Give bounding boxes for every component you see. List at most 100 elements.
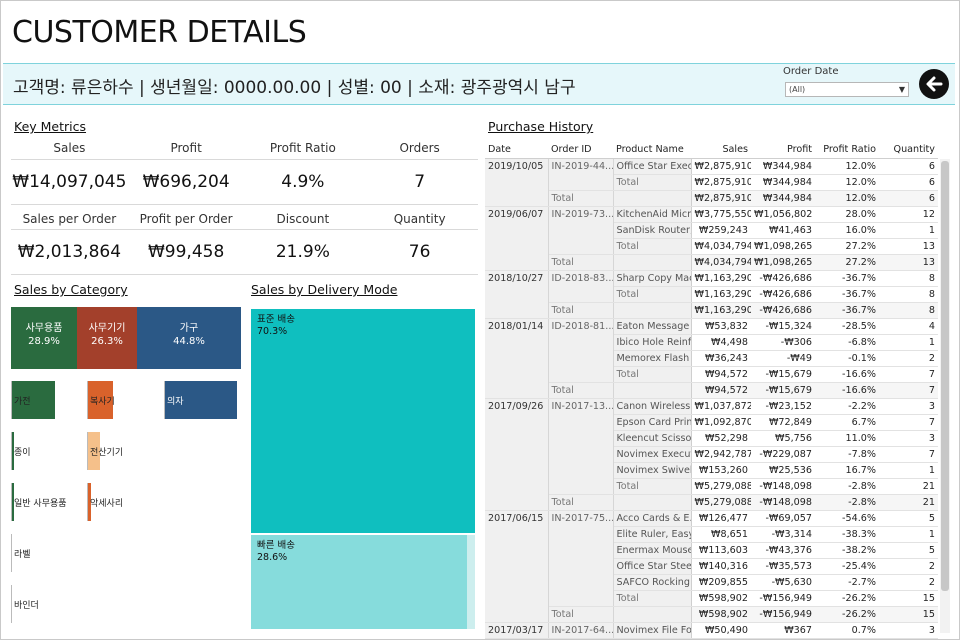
value-cell: ₩153,260	[690, 462, 751, 479]
order-date-cell: 2017/06/15	[485, 510, 549, 623]
subcategory-label: 악세사리	[90, 499, 124, 509]
table-row[interactable]: Ibico Hole Reinf...₩4,498-₩306-6.8%1	[485, 334, 938, 351]
value-cell: ₩2,875,910	[690, 158, 751, 175]
order-total-row[interactable]: Total ₩4,034,794 ₩1,098,265 27.2% 13	[485, 254, 938, 271]
delivery-pct: 28.6%	[257, 552, 288, 563]
category-box[interactable]: 사무용품 28.9%	[11, 307, 77, 369]
purchase-history-table: Date Order ID Product Name Sales Profit Profi…	[485, 142, 939, 639]
back-button[interactable]	[919, 69, 949, 99]
delivery-standard-box[interactable]: 표준 배송 70.3%	[251, 309, 475, 533]
product-name-cell: SAFCO Rocking ...	[613, 574, 691, 591]
category-box[interactable]: 가구 44.8%	[137, 307, 241, 369]
value-cell: -₩426,686	[751, 286, 815, 303]
subcategory-bar[interactable]	[87, 381, 113, 419]
value-cell: ₩1,163,290	[690, 270, 751, 287]
order-id-cell: IN-2017-13...	[548, 398, 614, 495]
metrics-row1-values: ₩14,097,045 ₩696,204 4.9% 7	[11, 159, 478, 205]
value-cell: 7	[879, 446, 938, 463]
order-id-cell: IN-2019-73...	[548, 206, 614, 255]
order-total-row[interactable]: Total ₩1,163,290 -₩426,686 -36.7% 8	[485, 302, 938, 319]
value-cell: -₩49	[751, 350, 815, 367]
order-date-select[interactable]: (All) ▼	[785, 82, 909, 97]
total-label-cell: Total	[548, 302, 614, 319]
table-row[interactable]: 2017/06/15 IN-2017-75... Acco Cards & E...…	[485, 510, 938, 623]
category-pct: 26.3%	[91, 336, 123, 347]
value-cell: 15	[879, 590, 938, 607]
column-header[interactable]: Sales	[691, 142, 751, 159]
value-cell: ₩259,243	[690, 222, 751, 239]
value-cell: -38.3%	[815, 526, 879, 543]
column-header[interactable]: Quantity	[879, 142, 938, 159]
order-total-row[interactable]: Total ₩5,279,088 -₩148,098 -2.8% 21	[485, 494, 938, 511]
column-header[interactable]: Date	[485, 142, 548, 159]
table-row[interactable]: Total ₩2,875,910 ₩344,984 12.0% 6	[485, 174, 938, 191]
value-cell: 12.0%	[815, 174, 879, 191]
product-name-cell: Enermax Mouse...	[613, 542, 691, 559]
order-total-row[interactable]: Total ₩598,902 -₩156,949 -26.2% 15	[485, 606, 938, 623]
total-value-cell: ₩1,163,290	[690, 302, 751, 319]
product-name-cell: Eaton Message ...	[613, 318, 691, 335]
table-row[interactable]: Total ₩598,902 -₩156,949 -26.2% 15	[485, 590, 938, 607]
value-cell: 8	[879, 270, 938, 287]
value-cell: -26.2%	[815, 590, 879, 607]
column-header[interactable]: Product Name	[613, 142, 691, 159]
delivery-express-box[interactable]: 빠른 배송 28.6%	[251, 535, 467, 629]
subcategory-bar[interactable]	[11, 381, 55, 419]
empty-cell	[613, 254, 691, 271]
table-row[interactable]: Total ₩1,163,290 -₩426,686 -36.7% 8	[485, 286, 938, 303]
total-value-cell: 21	[879, 494, 938, 511]
table-row[interactable]: Office Star Stee...₩140,316-₩35,573-25.4…	[485, 558, 938, 575]
column-header[interactable]: Profit Ratio	[815, 142, 879, 159]
order-total-row[interactable]: Total ₩2,875,910 ₩344,984 12.0% 6	[485, 190, 938, 207]
column-header[interactable]: Order ID	[548, 142, 613, 159]
table-row[interactable]: Enermax Mouse...₩113,603-₩43,376-38.2%5	[485, 542, 938, 559]
metric-value: ₩14,097,045	[12, 172, 127, 192]
table-row[interactable]: Total ₩94,572 -₩15,679 -16.6% 7	[485, 366, 938, 383]
value-cell: ₩5,279,088	[690, 478, 751, 495]
subcategory-bar[interactable]	[87, 483, 91, 521]
table-row[interactable]: SAFCO Rocking ...₩209,855-₩5,630-2.7%2	[485, 574, 938, 591]
order-id-cell: IN-2017-75...	[548, 510, 614, 607]
total-label-cell: Total	[548, 606, 614, 623]
order-total-row[interactable]: Total ₩94,572 -₩15,679 -16.6% 7	[485, 382, 938, 399]
total-value-cell: ₩1,098,265	[751, 254, 815, 271]
table-row[interactable]: Memorex Flash ...₩36,243-₩49-0.1%2	[485, 350, 938, 367]
table-scrollbar[interactable]	[940, 159, 950, 633]
subcategory-bar[interactable]	[11, 432, 14, 470]
metric-value: 76	[408, 242, 431, 262]
scrollbar-thumb[interactable]	[941, 161, 949, 591]
chevron-down-icon: ▼	[898, 85, 905, 94]
table-row[interactable]: Total ₩4,034,794 ₩1,098,265 27.2% 13	[485, 238, 938, 255]
total-value-cell: -2.8%	[815, 494, 879, 511]
table-row[interactable]: Elite Ruler, Easy...₩8,651-₩3,314-38.3%1	[485, 526, 938, 543]
subcategory-bar[interactable]	[164, 381, 237, 419]
value-cell: -54.6%	[815, 510, 879, 527]
total-value-cell: ₩344,984	[751, 190, 815, 207]
table-row[interactable]: Total ₩5,279,088 -₩148,098 -2.8% 21	[485, 478, 938, 495]
value-cell: 1	[879, 334, 938, 351]
subcategory-bar[interactable]	[11, 534, 12, 572]
value-cell: ₩367	[751, 622, 815, 639]
category-box[interactable]: 사무기기 26.3%	[77, 307, 137, 369]
value-cell: 4	[879, 318, 938, 335]
value-cell: 3	[879, 398, 938, 415]
table-row[interactable]: Novimex Execut...₩2,942,787-₩229,087-7.8…	[485, 446, 938, 463]
subcategory-bar[interactable]	[87, 432, 100, 470]
metric-label: Sales	[53, 141, 86, 155]
total-value-cell: ₩598,902	[690, 606, 751, 623]
subcategory-bar[interactable]	[11, 585, 12, 623]
column-header[interactable]: Profit	[751, 142, 815, 159]
empty-cell	[613, 494, 691, 511]
subcategory-bar[interactable]	[11, 483, 14, 521]
